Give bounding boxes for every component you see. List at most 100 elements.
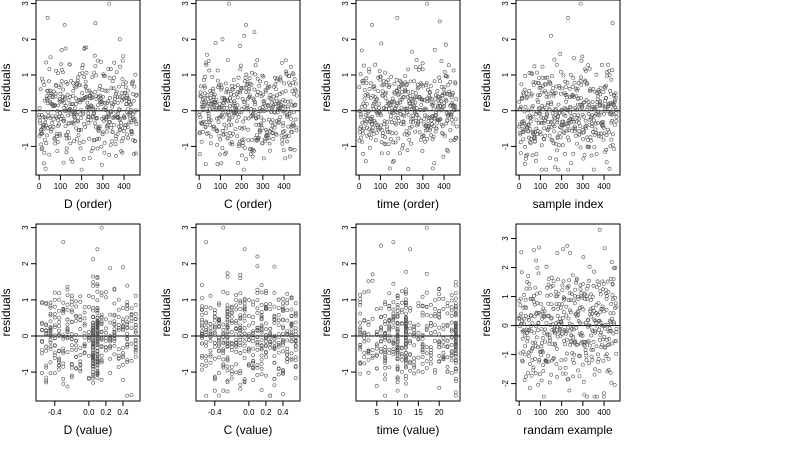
data-point bbox=[573, 133, 578, 138]
data-point bbox=[259, 323, 264, 328]
data-point bbox=[391, 340, 396, 345]
data-point bbox=[212, 332, 217, 337]
data-point bbox=[542, 314, 546, 319]
data-point bbox=[382, 122, 387, 126]
data-point bbox=[217, 344, 221, 349]
data-point bbox=[361, 78, 366, 83]
data-point bbox=[408, 326, 413, 331]
data-point bbox=[429, 118, 434, 123]
data-point bbox=[259, 283, 264, 288]
data-point bbox=[403, 318, 408, 322]
data-point bbox=[96, 129, 101, 134]
data-point bbox=[579, 333, 583, 338]
data-point bbox=[445, 338, 450, 343]
data-point bbox=[210, 89, 215, 94]
data-point bbox=[378, 113, 383, 118]
data-point bbox=[272, 315, 277, 319]
data-point bbox=[578, 305, 582, 310]
data-point bbox=[596, 356, 601, 361]
data-point bbox=[573, 124, 577, 129]
data-point bbox=[204, 319, 209, 324]
data-point bbox=[40, 348, 44, 353]
data-point bbox=[134, 108, 139, 113]
data-point bbox=[597, 327, 602, 332]
data-point bbox=[543, 76, 548, 80]
data-point bbox=[408, 101, 413, 106]
data-point bbox=[286, 134, 291, 139]
data-point bbox=[576, 313, 580, 318]
data-point bbox=[238, 328, 243, 333]
data-point bbox=[86, 121, 91, 126]
data-point bbox=[197, 110, 202, 114]
data-point bbox=[66, 129, 70, 134]
data-point bbox=[437, 340, 442, 345]
data-point bbox=[395, 315, 400, 320]
data-point bbox=[453, 108, 458, 112]
data-point bbox=[522, 292, 527, 297]
data-point bbox=[441, 344, 446, 349]
y-tick-label: 3 bbox=[341, 225, 350, 230]
data-point bbox=[522, 128, 526, 133]
data-point bbox=[63, 95, 67, 100]
data-point bbox=[78, 314, 83, 319]
data-point bbox=[585, 144, 590, 149]
data-point bbox=[403, 350, 408, 355]
data-point bbox=[587, 103, 592, 108]
data-point bbox=[293, 365, 298, 370]
data-point bbox=[594, 344, 599, 349]
data-point bbox=[214, 107, 219, 112]
data-point bbox=[445, 345, 450, 350]
data-point bbox=[235, 112, 239, 117]
data-point bbox=[566, 316, 571, 321]
data-point bbox=[246, 116, 251, 121]
data-point bbox=[606, 104, 611, 108]
data-point bbox=[551, 356, 556, 360]
data-point bbox=[214, 97, 219, 102]
data-point bbox=[595, 104, 599, 109]
data-point bbox=[116, 327, 121, 332]
data-point bbox=[449, 308, 454, 313]
data-point bbox=[244, 72, 249, 77]
data-point bbox=[43, 138, 47, 143]
data-point bbox=[241, 167, 246, 172]
data-point bbox=[554, 302, 559, 307]
data-point bbox=[289, 331, 294, 336]
data-point bbox=[420, 310, 425, 315]
data-point bbox=[537, 76, 542, 81]
data-point bbox=[528, 362, 533, 367]
data-point bbox=[81, 110, 86, 115]
data-point bbox=[261, 74, 266, 79]
data-point bbox=[91, 374, 96, 379]
data-point bbox=[425, 136, 429, 141]
data-point bbox=[608, 318, 613, 323]
data-point bbox=[399, 289, 404, 294]
data-point bbox=[544, 115, 549, 120]
data-point bbox=[572, 119, 577, 124]
data-point bbox=[367, 69, 372, 74]
data-point bbox=[83, 124, 88, 129]
data-point bbox=[540, 64, 545, 69]
data-point bbox=[91, 257, 96, 262]
data-point bbox=[388, 103, 393, 108]
data-point bbox=[246, 347, 251, 352]
data-point bbox=[367, 145, 372, 150]
data-point bbox=[362, 350, 367, 355]
data-point bbox=[589, 333, 594, 338]
data-point bbox=[591, 283, 596, 288]
data-point bbox=[534, 335, 539, 340]
data-point bbox=[362, 290, 367, 295]
data-point bbox=[74, 338, 79, 343]
data-point bbox=[62, 96, 67, 101]
data-point bbox=[77, 98, 81, 103]
data-point bbox=[214, 116, 219, 121]
data-point bbox=[82, 321, 87, 326]
data-point bbox=[91, 280, 96, 285]
data-point bbox=[215, 162, 220, 167]
data-point bbox=[395, 329, 400, 334]
data-point bbox=[403, 321, 408, 326]
data-point bbox=[389, 120, 394, 125]
y-tick-label: 1 bbox=[341, 297, 350, 302]
data-point bbox=[590, 357, 595, 362]
data-point bbox=[534, 324, 539, 329]
